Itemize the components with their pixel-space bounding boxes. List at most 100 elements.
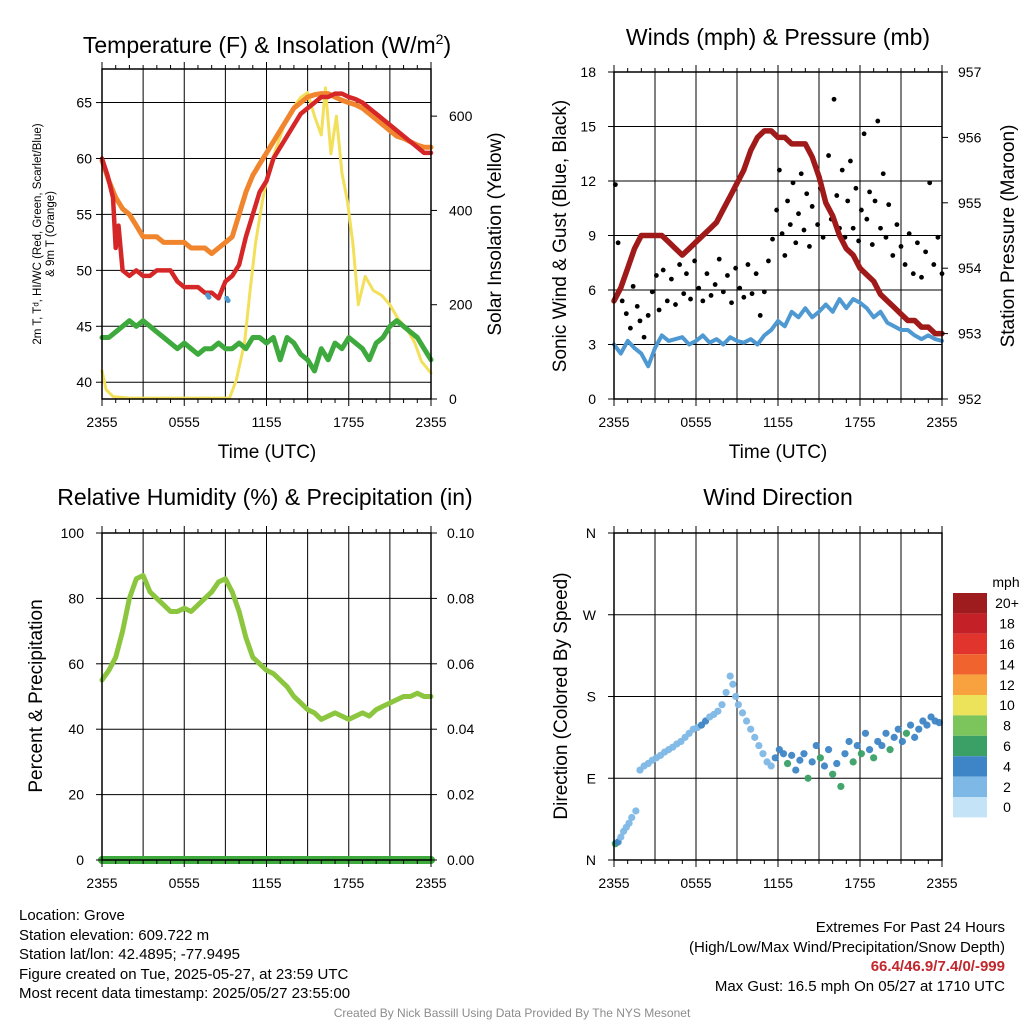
y2-tick-label: 0.08 — [447, 590, 474, 606]
pressure-ylabel: Station Pressure (Maroon) — [998, 125, 1019, 348]
humidity-line — [99, 573, 434, 722]
gust-point — [894, 222, 900, 228]
gust-point — [761, 289, 767, 295]
direction-point — [742, 717, 751, 725]
max-gust: Max Gust: 16.5 mph On 05/27 at 1710 UTC — [714, 977, 1005, 995]
direction-point — [751, 733, 759, 741]
gust-point — [737, 285, 743, 291]
humidity-title: Relative Humidity (%) & Precipitation (i… — [57, 484, 472, 510]
x-tick-label: 2355 — [926, 875, 957, 891]
y-tick-label: 9 — [588, 228, 596, 244]
speed-legend-label: 12 — [999, 677, 1015, 693]
gust-point — [931, 262, 937, 267]
gust-point — [708, 293, 714, 298]
direction-point — [729, 680, 737, 688]
gust-point — [653, 273, 659, 278]
station-elevation: Station elevation: 609.722 m — [19, 926, 210, 944]
gust-point — [700, 298, 706, 304]
gust-point — [875, 118, 881, 124]
direction-point — [849, 758, 857, 766]
temperature-ylabel-line2: & 9m T (Orange) — [45, 191, 57, 277]
windchill-point — [206, 294, 212, 300]
x-tick-label: 2355 — [598, 875, 629, 891]
gust-point — [923, 249, 928, 255]
gust-point — [845, 198, 851, 204]
x-tick-label: 2355 — [86, 875, 117, 891]
x-tick-label: 0555 — [680, 875, 711, 891]
direction-point — [628, 813, 636, 822]
gust-point — [741, 294, 747, 300]
x-tick-label: 0555 — [169, 414, 200, 430]
credit-line: Created By Nick Bassill Using Data Provi… — [333, 1006, 691, 1020]
y2-tick-label: 954 — [958, 260, 982, 276]
y2-tick-label: 0.10 — [447, 525, 474, 541]
speed-legend-swatch — [953, 797, 987, 818]
gust-point — [915, 240, 920, 246]
gust-point — [790, 180, 796, 186]
gust-point — [807, 244, 812, 249]
direction-gridlines — [613, 532, 943, 861]
direction-point — [898, 737, 906, 746]
direction-point — [625, 819, 633, 827]
y2-tick-label: 957 — [958, 64, 982, 80]
x-tick-label: 2355 — [598, 414, 629, 430]
direction-point — [845, 737, 853, 746]
direction-point — [767, 762, 775, 770]
direction-point — [902, 729, 911, 737]
direction-point — [788, 751, 796, 759]
winds-panel: Winds (mph) & Pressure (mb) 2355 0555 1155… — [550, 24, 1019, 463]
station-info: Location: Grove Station elevation: 609.7… — [19, 906, 350, 1004]
speed-legend-label: 2 — [1003, 779, 1011, 795]
gust-point — [729, 300, 734, 306]
direction-point — [800, 750, 808, 758]
x-tick-label: 1755 — [844, 414, 875, 430]
direction-point — [816, 754, 824, 762]
speed-legend-label: 6 — [1003, 738, 1011, 754]
gust-point — [770, 236, 775, 242]
temperature-ylabel-line1: 2m T, Tᵈ, HI/WC (Red, Green, Scarlet/Blu… — [32, 123, 44, 344]
direction-point — [714, 707, 722, 715]
direction-point — [886, 746, 894, 754]
gust-point — [834, 193, 840, 198]
winds-series-group — [611, 96, 945, 369]
x-tick-label: 0555 — [169, 875, 200, 891]
gust-point — [910, 271, 916, 277]
y-tick-label: 18 — [580, 64, 596, 80]
speed-legend: mph 20+ 18 16 14 12 10 8 6 4 2 0 — [953, 574, 1020, 818]
x-tick-label: 1155 — [251, 414, 281, 430]
gust-point — [716, 256, 722, 262]
x-tick-label: 2355 — [86, 414, 117, 430]
speed-legend-swatch — [953, 756, 987, 777]
speed-legend-swatch — [953, 715, 987, 736]
direction-point — [779, 750, 788, 758]
y-tick-label: N — [586, 525, 596, 541]
gust-point — [725, 273, 730, 278]
direction-point — [915, 725, 923, 733]
direction-point — [771, 754, 779, 762]
temp-9m-line — [99, 91, 434, 257]
gust-point — [733, 265, 739, 271]
direction-point — [861, 729, 870, 737]
temperature-series-group — [99, 86, 434, 400]
y-tick-label: 65 — [76, 95, 92, 111]
y-tick-label: 60 — [68, 656, 84, 672]
gust-point — [848, 158, 853, 164]
direction-point — [870, 754, 878, 762]
direction-title: Wind Direction — [703, 484, 853, 510]
speed-legend-label: 10 — [999, 697, 1015, 713]
gust-point — [749, 291, 755, 297]
y2-tick-label: 955 — [958, 195, 982, 211]
direction-point — [617, 833, 625, 841]
direction-point — [878, 741, 886, 750]
direction-point — [911, 733, 919, 741]
y-tick-label: N — [586, 852, 596, 868]
x-tick-label: 2355 — [415, 875, 446, 891]
gust-point — [809, 204, 815, 209]
direction-point — [890, 733, 898, 741]
gust-point — [669, 276, 674, 282]
y2-tick-label: 600 — [449, 108, 473, 124]
figure-created: Figure created on Tue, 2025-05-27, at 23… — [19, 965, 349, 983]
direction-point — [865, 746, 874, 754]
insolation-line — [100, 86, 433, 400]
direction-point — [796, 756, 804, 764]
